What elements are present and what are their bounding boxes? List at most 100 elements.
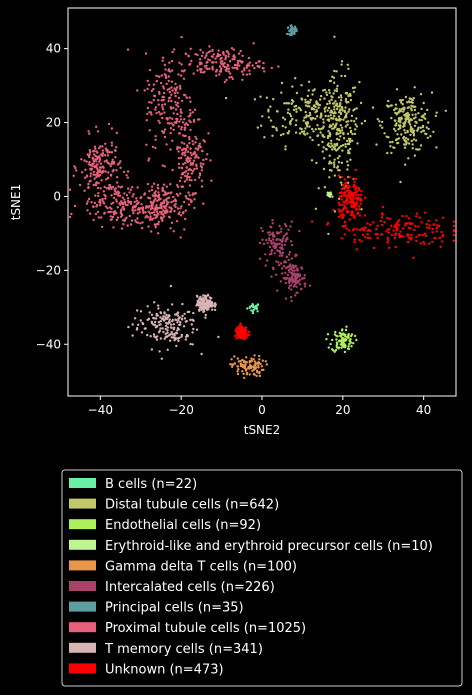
data-point [282, 235, 286, 238]
data-point [403, 128, 406, 132]
data-point [247, 330, 251, 334]
data-point [169, 127, 173, 130]
data-point [103, 212, 106, 215]
data-point [304, 110, 307, 114]
data-point [179, 207, 182, 210]
data-point [288, 253, 291, 256]
data-point [435, 230, 438, 233]
data-point [150, 313, 154, 316]
data-point [214, 57, 217, 60]
data-point [168, 318, 171, 321]
data-point [154, 317, 158, 320]
data-point [95, 160, 98, 163]
data-point [407, 217, 411, 220]
data-point [345, 338, 348, 342]
data-point [169, 183, 172, 186]
data-point [288, 281, 291, 285]
series-9 [234, 168, 456, 341]
legend-swatch [69, 642, 96, 653]
data-point [183, 118, 186, 121]
data-point [371, 106, 375, 109]
data-point [325, 338, 328, 341]
data-point [303, 282, 306, 285]
data-point [116, 163, 120, 166]
data-point [356, 196, 360, 199]
data-point [148, 311, 151, 314]
data-point [435, 111, 438, 114]
data-point [363, 214, 367, 217]
data-point [424, 234, 428, 237]
data-point [329, 194, 332, 197]
data-point [135, 328, 139, 331]
data-point [103, 154, 107, 157]
data-point [180, 166, 184, 170]
data-point [188, 141, 191, 145]
data-point [348, 152, 351, 155]
data-point [350, 345, 353, 348]
data-point [364, 236, 367, 239]
data-point [153, 211, 156, 214]
series-2 [325, 325, 358, 354]
data-point [133, 317, 137, 320]
data-point [255, 307, 258, 311]
data-point [438, 224, 441, 228]
data-point [354, 168, 357, 172]
data-point [86, 200, 90, 203]
data-point [452, 220, 456, 223]
data-point [87, 130, 90, 133]
data-point [315, 161, 318, 165]
data-point [181, 314, 184, 318]
data-point [203, 56, 207, 59]
data-point [272, 233, 275, 237]
data-point [345, 227, 348, 230]
data-point [428, 226, 431, 230]
data-point [244, 363, 247, 366]
data-point [173, 48, 176, 51]
legend-label: Endothelial cells (n=92) [105, 518, 261, 533]
data-point [265, 363, 269, 366]
data-point [342, 118, 345, 121]
data-point [287, 258, 290, 262]
data-point [128, 191, 131, 194]
data-point [388, 246, 391, 249]
data-point [344, 145, 347, 148]
data-point [335, 107, 339, 111]
data-point [169, 148, 172, 151]
data-point [300, 84, 303, 87]
data-point [136, 309, 139, 312]
data-point [170, 93, 173, 97]
data-point [435, 146, 438, 149]
data-point [329, 191, 332, 194]
data-point [352, 342, 355, 345]
data-point [288, 284, 291, 288]
data-point [109, 173, 113, 176]
data-point [236, 61, 240, 65]
data-point [156, 222, 159, 226]
data-point [188, 194, 191, 197]
data-point [115, 211, 118, 215]
data-point [232, 48, 235, 51]
data-point [134, 204, 138, 208]
data-point [351, 213, 354, 216]
data-point [407, 142, 411, 145]
data-point [179, 236, 182, 239]
data-point [150, 348, 154, 351]
data-point [320, 112, 323, 115]
data-point [88, 160, 91, 164]
data-point [344, 113, 348, 117]
data-point [172, 112, 175, 115]
data-point [304, 133, 307, 136]
data-point [306, 94, 310, 98]
data-point [186, 123, 189, 127]
data-point [141, 221, 144, 224]
data-point [245, 336, 248, 339]
legend-label: Proximal tubule cells (n=1025) [105, 621, 306, 636]
data-point [179, 110, 182, 114]
data-point [340, 63, 343, 66]
data-point [110, 141, 114, 144]
data-point [279, 262, 283, 265]
data-point [198, 303, 202, 307]
data-point [345, 115, 348, 119]
data-point [416, 129, 419, 132]
data-point [355, 338, 358, 342]
